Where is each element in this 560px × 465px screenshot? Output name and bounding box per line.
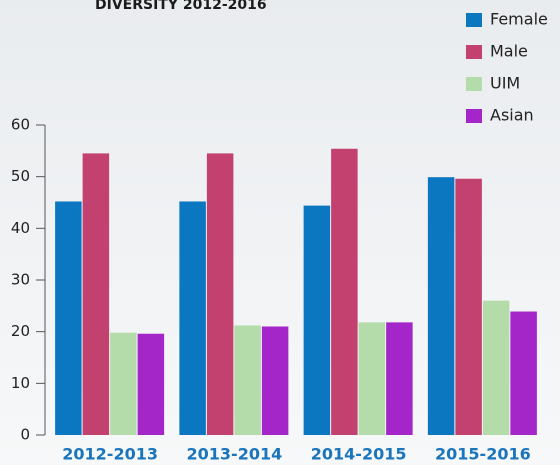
legend-swatch — [466, 13, 482, 27]
bar — [303, 205, 331, 435]
chart-title: DIVERSITY 2012-2016 — [95, 0, 267, 13]
bar — [206, 153, 234, 435]
bar — [137, 333, 165, 435]
bar — [179, 201, 206, 435]
x-tick-label: 2012-2013 — [62, 445, 158, 464]
bar — [110, 332, 137, 435]
y-tick-label: 50 — [11, 167, 30, 185]
bar — [82, 153, 110, 435]
bar — [427, 177, 455, 435]
legend-label: Female — [490, 10, 548, 29]
legend-swatch — [466, 109, 482, 123]
x-tick-label: 2015-2016 — [435, 445, 531, 464]
y-tick-label: 10 — [11, 374, 30, 392]
legend-label: Male — [490, 42, 528, 61]
bar — [510, 311, 537, 435]
bar — [261, 326, 289, 435]
bar — [331, 148, 358, 435]
bar — [386, 322, 413, 435]
y-tick-label: 60 — [11, 116, 30, 134]
x-tick-label: 2013-2014 — [187, 445, 283, 464]
y-tick-label: 20 — [11, 322, 30, 340]
bar — [55, 201, 82, 435]
bar — [455, 178, 482, 435]
y-tick-label: 0 — [20, 426, 30, 444]
y-tick-label: 40 — [11, 219, 30, 237]
y-tick-label: 30 — [11, 271, 30, 289]
bar — [358, 322, 386, 435]
legend-swatch — [466, 45, 482, 59]
bar — [482, 300, 510, 435]
legend-label: UIM — [490, 74, 520, 93]
bar — [234, 325, 261, 435]
x-tick-label: 2014-2015 — [311, 445, 407, 464]
legend-swatch — [466, 77, 482, 91]
legend-label: Asian — [490, 106, 534, 125]
